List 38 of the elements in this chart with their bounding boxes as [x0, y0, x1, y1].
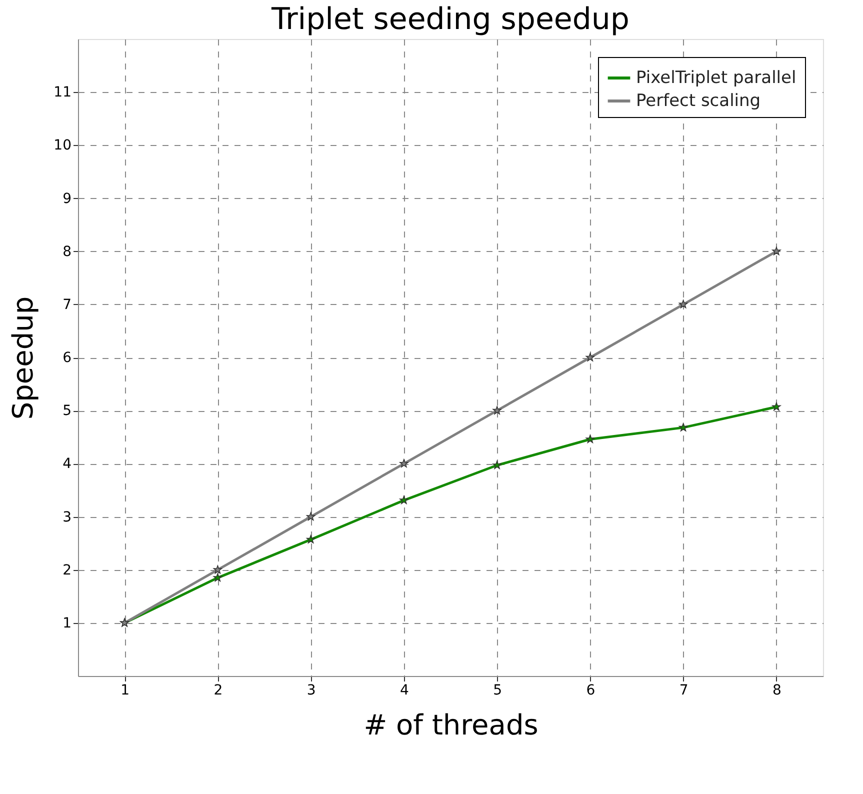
chart-title: Triplet seeding speedup — [270, 2, 630, 37]
x-tick-label: 1 — [120, 682, 130, 698]
point — [678, 422, 688, 432]
y-tick-label: 2 — [62, 562, 72, 578]
x-tick-label: 5 — [493, 682, 502, 698]
legend-label: PixelTriplet parallel — [636, 68, 796, 88]
y-tick-label: 3 — [62, 509, 72, 526]
y-axis-title: Speedup — [6, 296, 40, 420]
point — [306, 512, 316, 521]
y-tick-label: 10 — [54, 138, 72, 154]
y-tick-label: 11 — [54, 84, 72, 101]
x-tick-label: 4 — [400, 682, 409, 698]
point — [772, 246, 781, 256]
y-tick-label: 8 — [62, 244, 72, 260]
y-tick-label: 7 — [62, 296, 72, 313]
x-tick-label: 7 — [679, 682, 688, 698]
y-tick-label: 1 — [62, 615, 72, 632]
x-tick-label: 3 — [306, 682, 316, 698]
point — [400, 459, 408, 468]
y-tick-label: 5 — [62, 403, 72, 420]
y-tick-label: 4 — [62, 456, 72, 472]
x-axis-title: # of threads — [364, 708, 538, 742]
point — [213, 573, 222, 582]
point — [586, 352, 595, 362]
point — [586, 434, 595, 444]
legend-label: Perfect scaling — [636, 91, 761, 111]
point — [772, 402, 781, 411]
x-tick-label: 6 — [586, 682, 596, 698]
point — [492, 460, 502, 470]
point — [678, 300, 688, 308]
point — [213, 565, 222, 574]
y-tick-label: 9 — [62, 190, 72, 207]
point — [492, 406, 502, 414]
point — [306, 534, 316, 544]
x-tick-label: 2 — [214, 682, 223, 698]
y-tick-label: 6 — [62, 350, 72, 366]
x-tick-label: 8 — [772, 682, 782, 698]
point — [400, 496, 408, 504]
